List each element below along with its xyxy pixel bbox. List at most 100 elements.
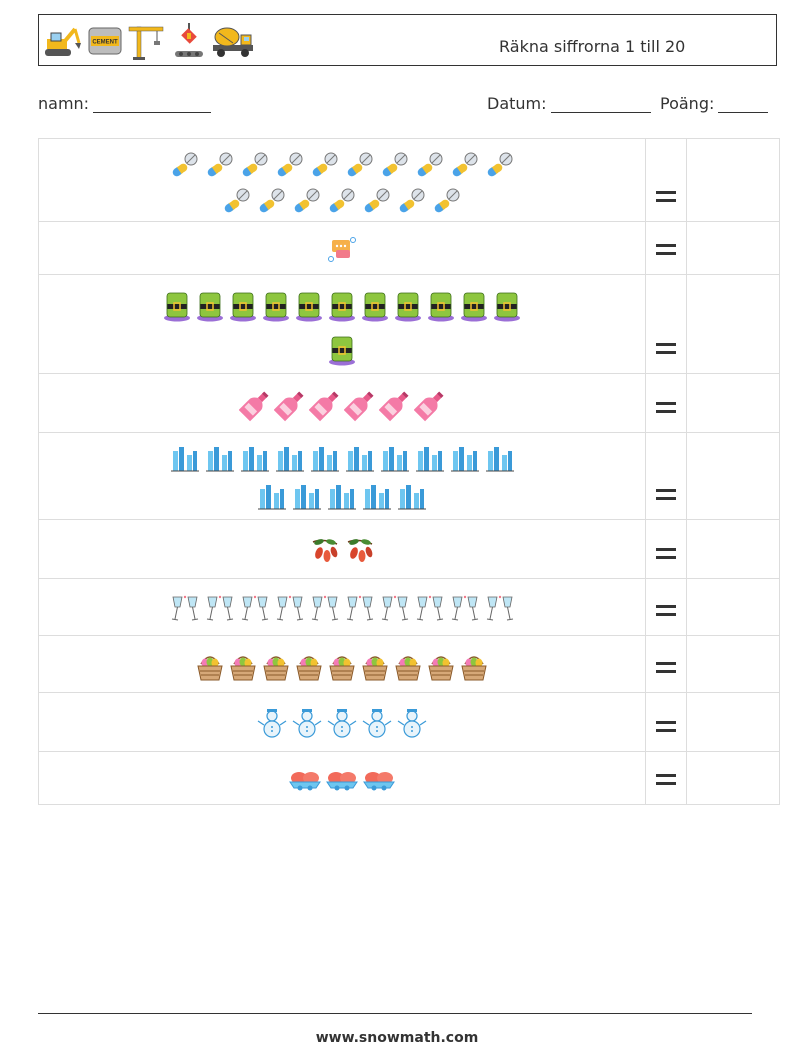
equals-sign (656, 484, 676, 505)
leprechaun-hat-icon (327, 331, 357, 367)
answer-box[interactable] (686, 519, 780, 579)
worksheet-row (38, 373, 780, 433)
goji-berry-icon (309, 534, 341, 568)
answer-box[interactable] (686, 432, 780, 520)
equals-sign (656, 769, 676, 790)
egg-basket-icon (327, 650, 357, 682)
worksheet-row (38, 751, 780, 805)
skyline-icon (256, 483, 288, 513)
icon-group (162, 593, 522, 625)
pill-icon (326, 187, 358, 215)
icon-group (162, 287, 522, 367)
score-label: Poäng: (660, 94, 715, 113)
icons-cell (38, 519, 646, 579)
equals-cell (645, 138, 687, 222)
equals-sign (656, 600, 676, 621)
egg-basket-icon (426, 650, 456, 682)
worksheet-row (38, 692, 780, 752)
equals-sign (656, 543, 676, 564)
worksheet-row (38, 138, 780, 222)
egg-basket-icon (228, 650, 258, 682)
equals-cell (645, 274, 687, 374)
champagne-glasses-icon (344, 593, 376, 625)
egg-basket-icon (195, 650, 225, 682)
answer-box[interactable] (686, 635, 780, 693)
leprechaun-hat-icon (294, 287, 324, 323)
date-label: Datum: (487, 94, 547, 113)
skyline-icon (396, 483, 428, 513)
crane-icon (127, 21, 167, 61)
egg-basket-icon (261, 650, 291, 682)
skyline-icon (291, 483, 323, 513)
equals-cell (645, 373, 687, 433)
egg-basket-icon (294, 650, 324, 682)
skyline-icon (239, 445, 271, 475)
equals-cell (645, 635, 687, 693)
answer-box[interactable] (686, 221, 780, 275)
answer-box[interactable] (686, 692, 780, 752)
cement-label: CEMENT (92, 40, 118, 46)
equals-cell (645, 751, 687, 805)
icons-cell (38, 221, 646, 275)
leprechaun-hat-icon (162, 287, 192, 323)
goji-berry-icon (344, 534, 376, 568)
leprechaun-hat-icon (426, 287, 456, 323)
answer-box[interactable] (686, 274, 780, 374)
skyline-icon (204, 445, 236, 475)
score-line[interactable] (718, 96, 769, 113)
chat-icon (326, 236, 358, 264)
leprechaun-hat-icon (360, 287, 390, 323)
champagne-glasses-icon (309, 593, 341, 625)
egg-basket-icon (393, 650, 423, 682)
icon-group (162, 650, 522, 682)
champagne-glasses-icon (274, 593, 306, 625)
wine-bottle-icon (378, 388, 411, 422)
equals-sign (656, 657, 676, 678)
equals-cell (645, 578, 687, 636)
leprechaun-hat-icon (393, 287, 423, 323)
name-label: namn: (38, 94, 90, 113)
header-icons: CEMENT (43, 21, 255, 61)
skyline-icon (379, 445, 411, 475)
pill-icon (239, 151, 271, 179)
answer-box[interactable] (686, 138, 780, 222)
leprechaun-hat-icon (492, 287, 522, 323)
champagne-glasses-icon (239, 593, 271, 625)
name-line[interactable] (93, 96, 212, 113)
champagne-glasses-icon (484, 593, 516, 625)
equals-cell (645, 432, 687, 520)
score-field: Poäng: (660, 94, 769, 113)
answer-box[interactable] (686, 751, 780, 805)
champagne-glasses-icon (414, 593, 446, 625)
worksheet-row (38, 274, 780, 374)
icon-group (162, 445, 522, 513)
icons-cell (38, 578, 646, 636)
skyline-icon (361, 483, 393, 513)
pill-icon (361, 187, 393, 215)
pill-icon (291, 187, 323, 215)
date-line[interactable] (550, 96, 651, 113)
equals-sign (656, 338, 676, 359)
pill-icon (449, 151, 481, 179)
equals-sign (656, 186, 676, 207)
pill-icon (431, 187, 463, 215)
wine-bottle-icon (343, 388, 376, 422)
icon-group (162, 236, 522, 264)
footer-divider (38, 1013, 752, 1014)
pill-icon (274, 151, 306, 179)
equals-sign (656, 239, 676, 260)
equals-cell (645, 519, 687, 579)
mixer-truck-icon (211, 23, 255, 59)
footer-url: www.snowmath.com (315, 1030, 479, 1046)
icons-cell (38, 138, 646, 222)
answer-box[interactable] (686, 373, 780, 433)
egg-basket-icon (459, 650, 489, 682)
snowman-icon (396, 707, 428, 741)
pill-icon (396, 187, 428, 215)
icons-cell (38, 274, 646, 374)
pill-icon (344, 151, 376, 179)
pill-icon (414, 151, 446, 179)
snowman-icon (256, 707, 288, 741)
answer-box[interactable] (686, 578, 780, 636)
skyline-icon (484, 445, 516, 475)
